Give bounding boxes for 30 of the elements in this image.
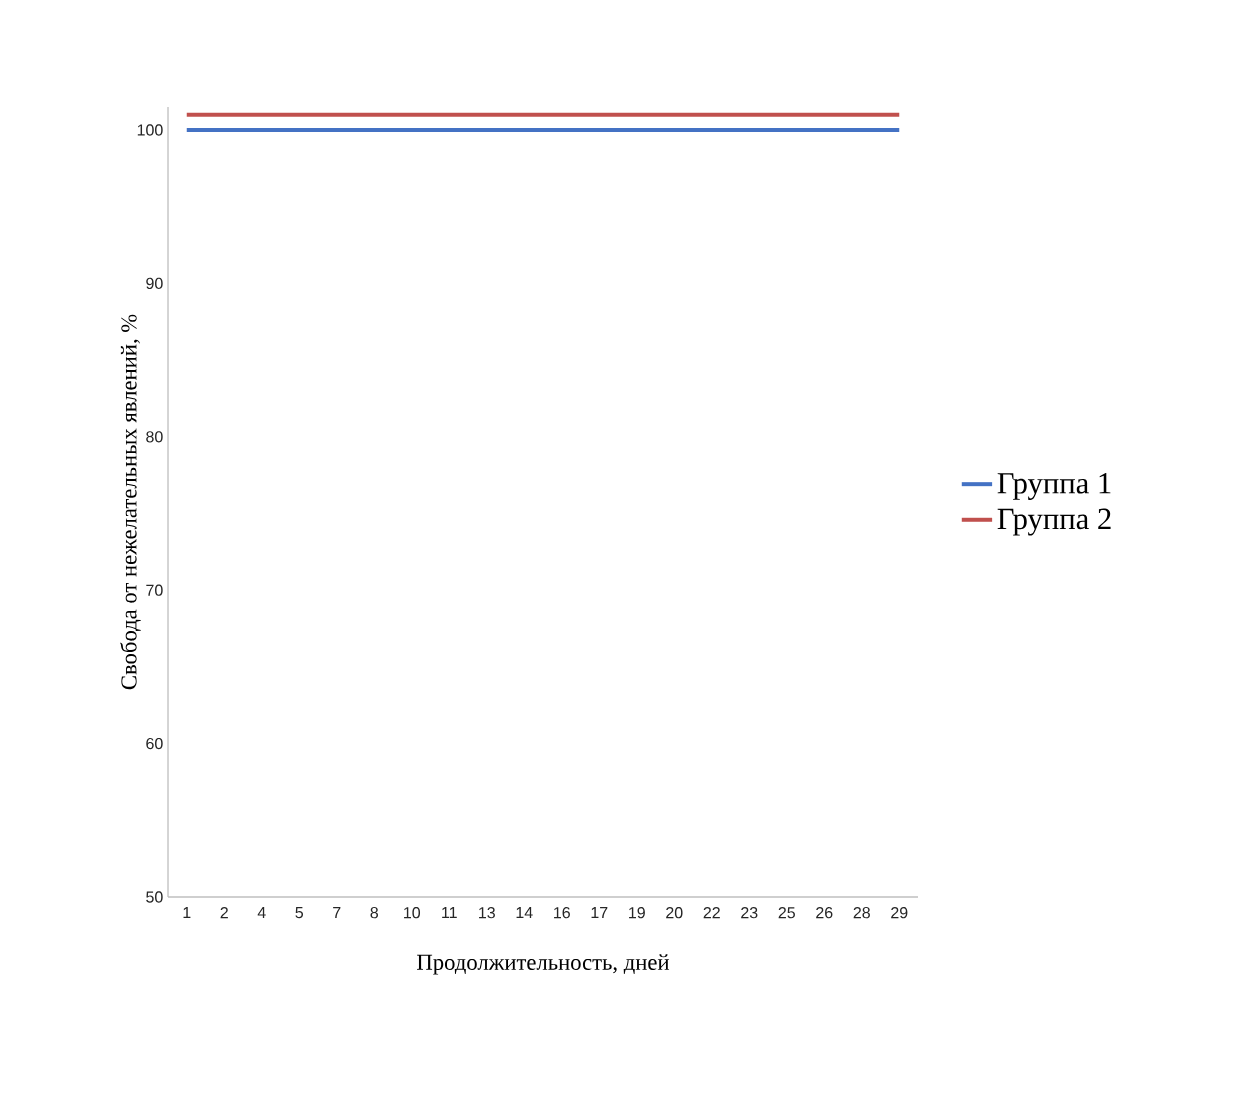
x-tick-label: 23	[741, 907, 758, 919]
x-tick-label: 22	[703, 907, 720, 919]
x-tick-label: 8	[370, 907, 378, 919]
y-axis-title: Свобода от нежелательных явлений, %	[120, 314, 141, 690]
x-tick-label: 16	[554, 907, 570, 919]
x-tick-label: 5	[295, 907, 304, 919]
y-tick-label: 50	[146, 891, 163, 903]
y-tick-label: 90	[146, 277, 163, 290]
x-tick-label: 26	[816, 907, 833, 919]
x-tick-label: 19	[629, 907, 645, 919]
legend-label: Группа 2	[997, 508, 1111, 536]
x-axis-title: Продолжительность, дней	[417, 954, 670, 975]
y-tick-label: 70	[146, 584, 163, 596]
x-tick-label: 14	[516, 907, 533, 919]
legend-label: Группа 1	[997, 473, 1111, 500]
y-tick-label: 100	[137, 124, 163, 136]
x-tick-label: 10	[404, 907, 421, 919]
x-tick-label: 7	[333, 907, 341, 919]
y-tick-label: 60	[146, 737, 163, 750]
x-tick-label: 2	[220, 907, 228, 919]
x-tick-label: 28	[853, 907, 870, 919]
x-tick-label: 20	[666, 907, 683, 919]
x-tick-label: 25	[778, 907, 795, 919]
y-tick-label: 80	[146, 431, 163, 443]
x-tick-label: 17	[591, 907, 608, 919]
x-tick-label: 1	[183, 907, 191, 919]
x-tick-label: 11	[442, 907, 457, 919]
x-tick-label: 29	[891, 907, 908, 919]
x-tick-label: 4	[257, 907, 266, 919]
x-tick-label: 13	[479, 907, 495, 919]
